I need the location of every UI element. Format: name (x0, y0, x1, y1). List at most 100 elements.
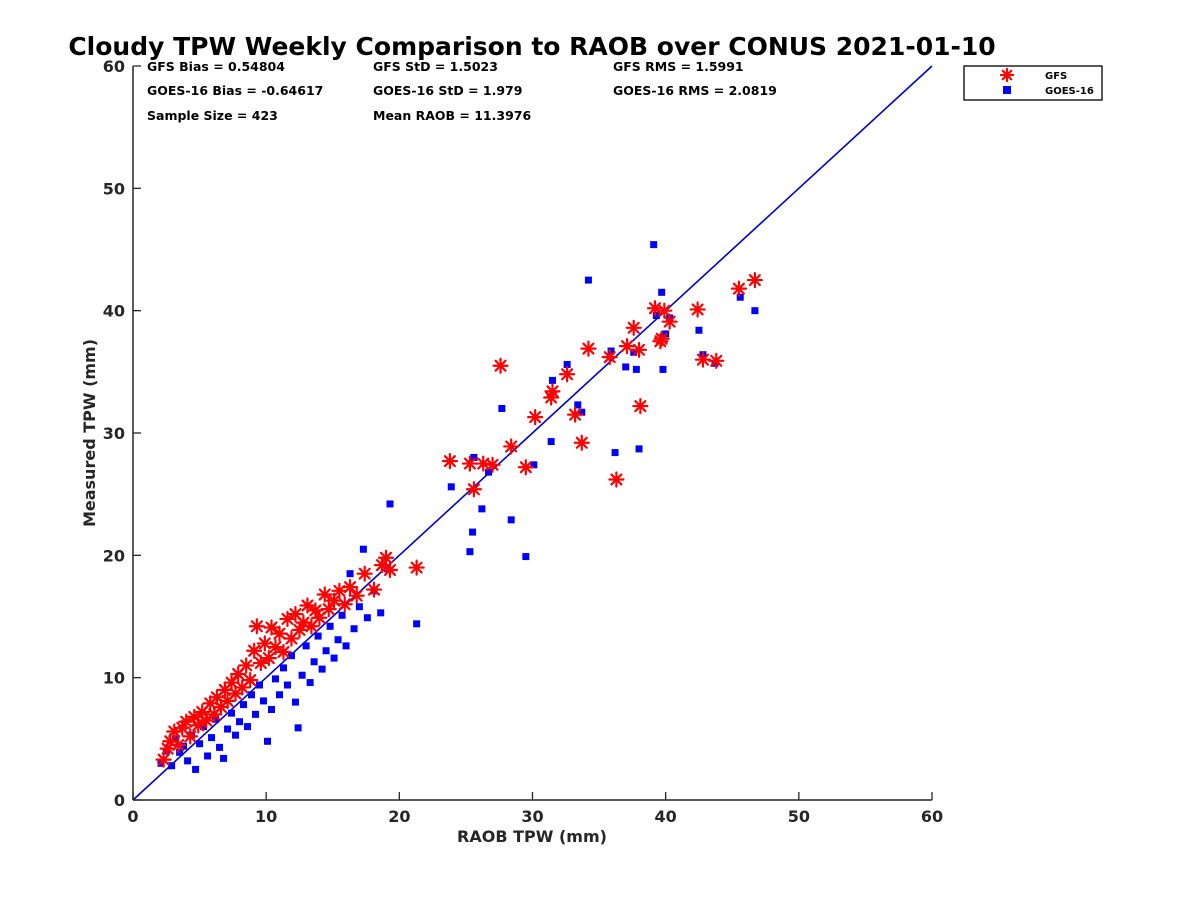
y-axis-ticks: 0 10 20 30 40 50 60 (103, 57, 141, 810)
goes16-point (338, 611, 346, 619)
goes16-point (224, 725, 232, 733)
goes16-point (176, 748, 184, 756)
gfs-point (331, 582, 348, 599)
goes16-point (204, 752, 212, 760)
goes16-point (470, 453, 478, 461)
goes16-point (469, 528, 477, 536)
y-tick-label: 60 (103, 57, 125, 76)
goes16-point (695, 326, 703, 334)
gfs-point (746, 271, 763, 289)
gfs-point (689, 301, 706, 318)
goes16-point (632, 365, 640, 373)
gfs-point (601, 349, 618, 366)
legend-gfs-label: GFS (1045, 71, 1067, 82)
goes16-point (377, 609, 385, 617)
legend-goes-label: GOES-16 (1045, 86, 1094, 97)
goes16-point (342, 642, 350, 650)
legend-gfs-asterisk (999, 67, 1015, 83)
gfs-point (238, 657, 255, 674)
goes16-point (652, 312, 660, 320)
goes16-point (485, 468, 493, 476)
goes16-point (279, 664, 287, 672)
goes16-point (192, 765, 200, 773)
gfs-point (475, 455, 492, 472)
goes16-point (330, 654, 338, 662)
gfs-point (299, 597, 316, 614)
gfs-point (287, 605, 304, 623)
goes16-point (240, 701, 248, 709)
gfs-point (661, 313, 678, 330)
gfs-point (170, 736, 187, 754)
gfs-point (567, 406, 584, 423)
gfs-point (263, 619, 280, 636)
gfs-point (365, 581, 383, 598)
stat-text: Mean RAOB = 11.3976 (373, 108, 531, 123)
gfs-point (260, 649, 277, 667)
x-axis-label: RAOB TPW (mm) (457, 827, 607, 846)
goes16-point (548, 376, 556, 384)
gfs-point (492, 357, 509, 374)
gfs-point (356, 565, 373, 582)
goes16-point (248, 691, 256, 699)
gfs-point (246, 642, 263, 659)
goes16-point (355, 603, 363, 611)
goes16-point (172, 735, 180, 743)
gfs-point (242, 672, 259, 689)
x-axis-ticks: 0 10 20 30 40 50 60 (127, 792, 943, 826)
gfs-point (543, 389, 560, 406)
gfs-point (573, 434, 590, 451)
goes16-point (751, 307, 759, 315)
x-tick-label: 30 (521, 807, 543, 826)
goes16-point (306, 679, 314, 687)
gfs-point (618, 338, 636, 355)
gfs-point (694, 351, 712, 368)
gfs-point (656, 302, 673, 319)
goes16-point (236, 718, 244, 726)
goes16-point (252, 710, 260, 718)
y-tick-label: 50 (103, 179, 125, 198)
goes16-point (607, 347, 615, 355)
goes16-point (498, 405, 506, 413)
goes16-point (522, 553, 530, 561)
goes16-point (287, 652, 295, 660)
goes16-point (413, 620, 421, 628)
gfs-point (256, 635, 273, 652)
gfs-point (206, 706, 223, 723)
gfs-point (341, 579, 359, 596)
goes16-point (208, 734, 216, 742)
y-tick-label: 0 (114, 791, 125, 810)
x-tick-label: 0 (127, 807, 138, 826)
gfs-point (646, 300, 664, 317)
goes16-point (310, 658, 318, 666)
x-tick-label: 60 (921, 807, 943, 826)
gfs-point (377, 549, 395, 566)
legend-gfs-marker (999, 67, 1015, 83)
goes16-point (318, 665, 326, 673)
goes16-point (220, 754, 228, 762)
y-axis-label: Measured TPW (mm) (80, 339, 99, 527)
goes16-point (574, 401, 582, 409)
goes16-point (478, 505, 486, 513)
x-tick-label: 20 (388, 807, 410, 826)
goes16-point (350, 625, 358, 633)
gfs-point (465, 481, 483, 498)
stat-text: Sample Size = 423 (147, 108, 278, 123)
goes16-point (228, 709, 236, 717)
goes16-point (275, 691, 283, 699)
goes16-point (212, 715, 220, 723)
y-tick-label: 40 (103, 302, 125, 321)
goes16-point (260, 697, 268, 705)
goes16-point (168, 762, 176, 770)
goes16-point (302, 642, 310, 650)
goes16-point (578, 408, 586, 416)
goes16-point (611, 449, 619, 457)
goes16-point (650, 241, 658, 249)
gfs-point (198, 712, 215, 729)
chart-title: Cloudy TPW Weekly Comparison to RAOB ove… (68, 32, 995, 61)
gfs-point (484, 456, 501, 473)
goes16-point (291, 698, 299, 706)
goes16-point (298, 671, 306, 679)
gfs-point (461, 455, 479, 472)
goes16-point (547, 438, 555, 446)
